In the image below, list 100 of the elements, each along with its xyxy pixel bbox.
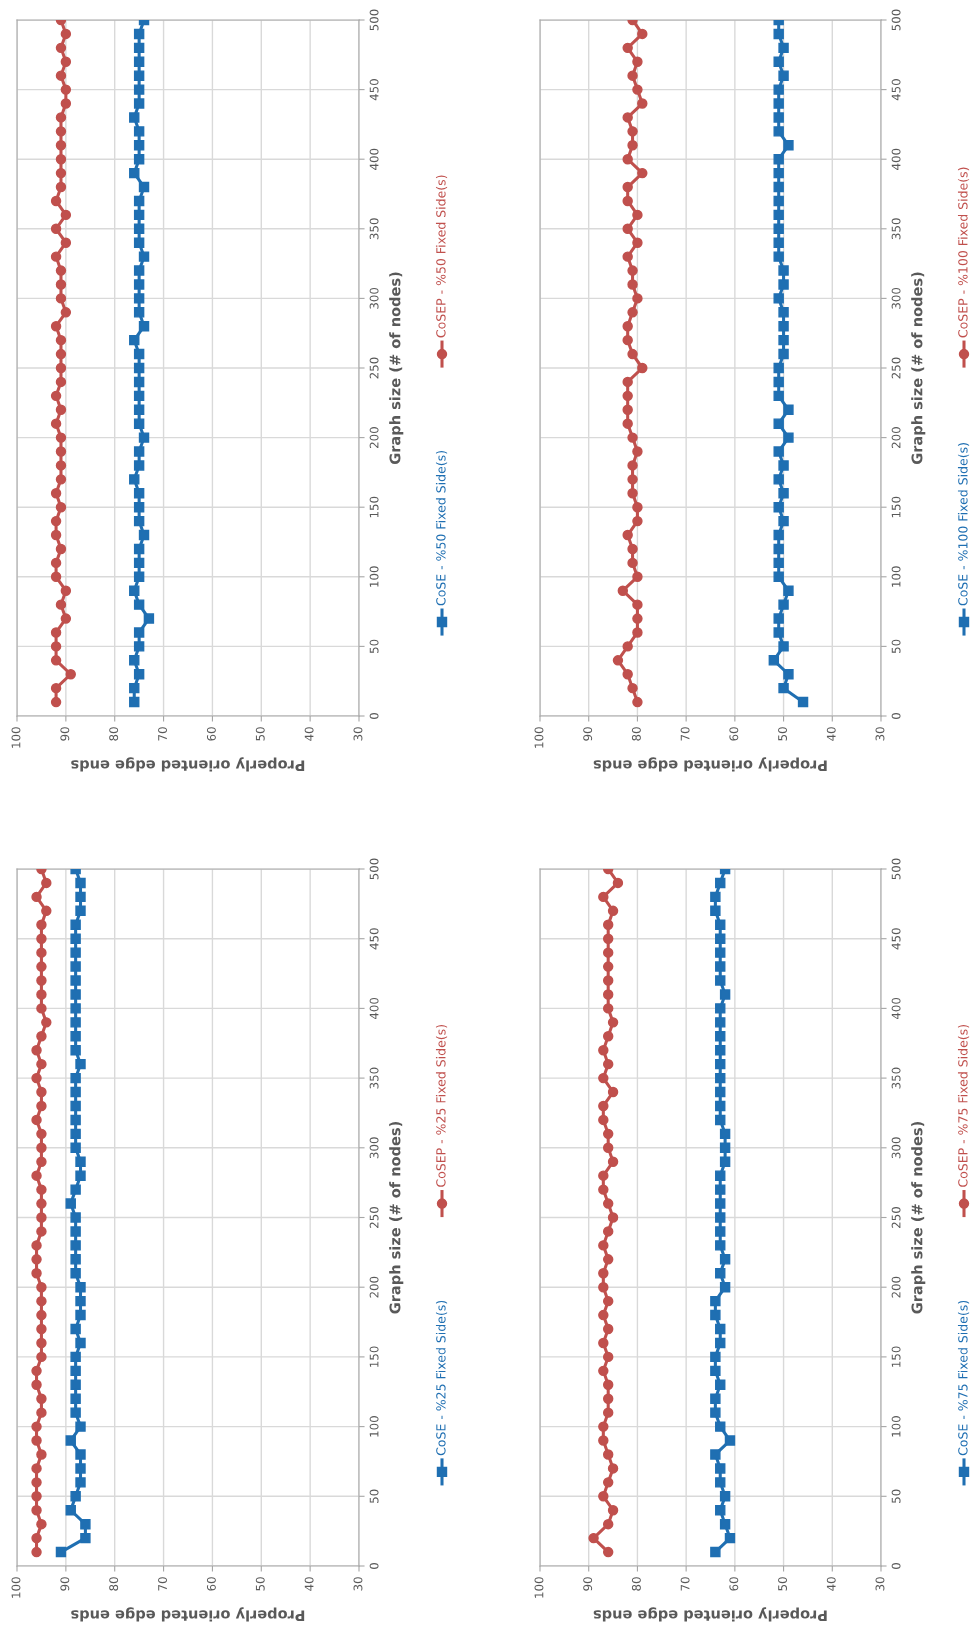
point bbox=[607, 1463, 619, 1474]
point bbox=[602, 1128, 614, 1140]
point bbox=[70, 1045, 81, 1056]
point bbox=[31, 1045, 42, 1056]
point bbox=[773, 529, 784, 541]
point bbox=[715, 975, 726, 986]
point bbox=[70, 1142, 81, 1154]
point bbox=[773, 209, 784, 221]
point bbox=[773, 446, 784, 457]
x-tick-label: 70 bbox=[680, 727, 690, 741]
point bbox=[55, 404, 67, 415]
point bbox=[602, 1518, 614, 1530]
point bbox=[55, 432, 67, 443]
point bbox=[773, 557, 784, 569]
x-tick-label: 30 bbox=[875, 1577, 885, 1591]
point bbox=[715, 1505, 726, 1516]
y-tick-label: 300 bbox=[891, 287, 901, 309]
y-tick-label: 50 bbox=[369, 1489, 379, 1503]
y-axis-title: Graph size (# of nodes) bbox=[911, 1122, 926, 1314]
point bbox=[773, 195, 784, 207]
point bbox=[55, 265, 67, 276]
point bbox=[768, 655, 780, 666]
point bbox=[133, 265, 145, 276]
point bbox=[133, 446, 145, 457]
point bbox=[31, 1435, 42, 1446]
y-tick-label: 450 bbox=[891, 79, 901, 101]
point bbox=[36, 1058, 47, 1070]
point bbox=[80, 1532, 91, 1544]
point bbox=[627, 265, 638, 276]
point bbox=[55, 279, 67, 290]
point bbox=[607, 905, 619, 917]
point bbox=[632, 571, 643, 583]
point bbox=[715, 1100, 726, 1112]
y-tick-label: 450 bbox=[369, 79, 379, 101]
point bbox=[36, 961, 47, 972]
y-tick-label: 300 bbox=[891, 1137, 901, 1159]
point bbox=[70, 1072, 81, 1084]
point bbox=[50, 515, 62, 527]
point bbox=[55, 1546, 67, 1558]
point bbox=[710, 891, 721, 903]
point bbox=[719, 1254, 731, 1265]
point bbox=[36, 1281, 47, 1293]
point bbox=[773, 376, 784, 388]
point bbox=[75, 877, 86, 889]
point bbox=[75, 1309, 86, 1321]
point bbox=[598, 1365, 609, 1377]
point bbox=[627, 682, 638, 694]
point bbox=[602, 933, 614, 944]
point bbox=[65, 669, 76, 680]
point bbox=[778, 334, 789, 346]
x-tick-label: 100 bbox=[11, 1577, 21, 1598]
point bbox=[627, 348, 638, 360]
x-axis-title: Properly oriented edge ends bbox=[71, 757, 305, 772]
point bbox=[133, 42, 145, 54]
point bbox=[778, 488, 789, 499]
x-tick-label: 70 bbox=[158, 1577, 167, 1591]
point bbox=[773, 28, 784, 40]
point bbox=[133, 84, 145, 95]
point bbox=[31, 1532, 42, 1544]
x-tick-label: 40 bbox=[304, 727, 314, 741]
point bbox=[36, 1086, 47, 1098]
point bbox=[715, 1072, 726, 1084]
point bbox=[710, 1449, 721, 1460]
point bbox=[31, 1268, 42, 1279]
point bbox=[715, 1058, 726, 1070]
y-tick-label: 100 bbox=[369, 1416, 379, 1437]
point bbox=[773, 251, 784, 262]
point bbox=[632, 627, 643, 638]
point bbox=[778, 641, 789, 652]
point bbox=[622, 223, 633, 235]
point bbox=[773, 223, 784, 235]
text: CoSEP - %75 Fixed Side(s) bbox=[957, 1025, 970, 1187]
point bbox=[70, 1351, 81, 1363]
point bbox=[70, 1086, 81, 1098]
point bbox=[55, 362, 67, 374]
point bbox=[36, 1518, 47, 1530]
point bbox=[31, 1114, 42, 1126]
point bbox=[622, 181, 633, 193]
point bbox=[637, 28, 648, 40]
point bbox=[133, 153, 145, 165]
point bbox=[719, 1142, 731, 1154]
x-axis-title: Properly oriented edge ends bbox=[71, 1607, 305, 1622]
point bbox=[627, 279, 638, 290]
point bbox=[607, 1505, 619, 1516]
point bbox=[75, 1281, 86, 1293]
point bbox=[55, 112, 67, 123]
point bbox=[778, 348, 789, 360]
point bbox=[773, 390, 784, 402]
point bbox=[36, 1156, 47, 1167]
point bbox=[133, 627, 145, 638]
point bbox=[55, 70, 67, 81]
point bbox=[31, 1240, 42, 1251]
point bbox=[60, 237, 72, 248]
point bbox=[598, 1337, 609, 1349]
x-tick-label: 60 bbox=[729, 727, 739, 741]
point bbox=[612, 877, 624, 889]
point bbox=[622, 195, 633, 207]
point bbox=[719, 989, 731, 1000]
y-tick-label: 500 bbox=[369, 9, 379, 31]
point bbox=[133, 571, 145, 583]
